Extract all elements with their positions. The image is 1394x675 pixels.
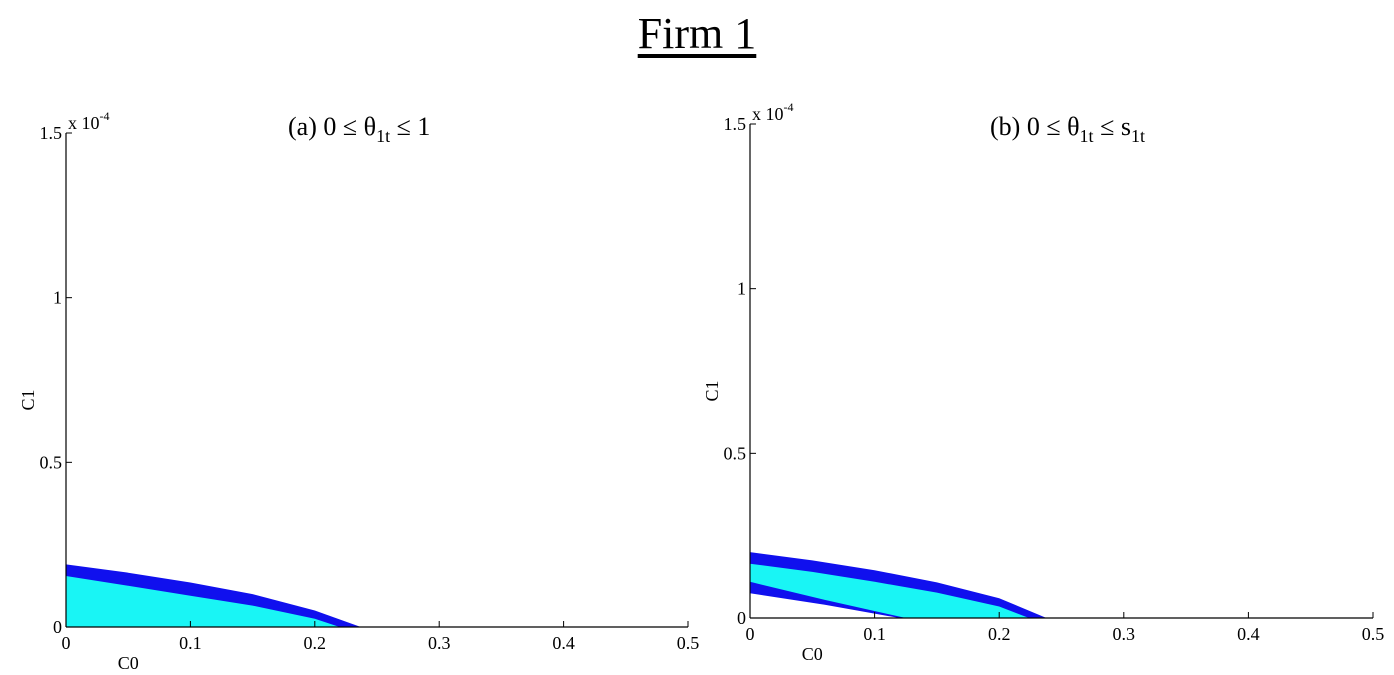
x-tick-label: 0.1 bbox=[179, 633, 202, 653]
x-tick-label: 0.5 bbox=[1362, 624, 1385, 644]
y-axis-label: C1 bbox=[18, 389, 38, 410]
x-tick-label: 0.2 bbox=[988, 624, 1011, 644]
y-tick-label: 0 bbox=[737, 608, 746, 628]
y-multiplier: x 10-4 bbox=[68, 109, 110, 133]
y-tick-label: 0.5 bbox=[724, 443, 747, 463]
x-tick-label: 0.4 bbox=[1237, 624, 1260, 644]
x-axis-label: C0 bbox=[118, 653, 139, 673]
x-tick-label: 0.1 bbox=[863, 624, 886, 644]
y-tick-label: 1 bbox=[737, 279, 746, 299]
inner-region bbox=[750, 563, 1030, 618]
y-tick-label: 1.5 bbox=[724, 114, 747, 134]
x-tick-label: 0 bbox=[62, 633, 71, 653]
y-tick-label: 1.5 bbox=[40, 123, 63, 143]
x-tick-label: 0.5 bbox=[677, 633, 700, 653]
chart-panel-a: 0 0.1 0.2 0.3 0.4 0.5 0 0.5 1 1.5 x 10-4 C0 C1 (a) 0 … bbox=[18, 109, 699, 673]
x-tick-label: 0.3 bbox=[1113, 624, 1136, 644]
inner-region bbox=[66, 576, 340, 627]
y-multiplier: x 10-4 bbox=[752, 100, 794, 124]
y-tick-label: 0.5 bbox=[40, 452, 63, 472]
panel-title: (a) 0 ≤ θ1t ≤ 1 bbox=[288, 112, 430, 146]
y-tick-label: 1 bbox=[53, 288, 62, 308]
figure-title: Firm 1 bbox=[637, 9, 757, 58]
x-tick-label: 0 bbox=[746, 624, 755, 644]
y-axis-label: C1 bbox=[702, 380, 722, 401]
x-axis-label: C0 bbox=[802, 644, 823, 664]
x-tick-label: 0.4 bbox=[552, 633, 575, 653]
panel-title: (b) 0 ≤ θ1t ≤ s1t bbox=[990, 112, 1145, 146]
x-tick-label: 0.2 bbox=[304, 633, 327, 653]
x-tick-label: 0.3 bbox=[428, 633, 451, 653]
y-tick-label: 0 bbox=[53, 617, 62, 637]
chart-panel-b: 0 0.1 0.2 0.3 0.4 0.5 0 0.5 1 1.5 x 10-4 C0 C1 (b) 0 … bbox=[702, 100, 1384, 664]
